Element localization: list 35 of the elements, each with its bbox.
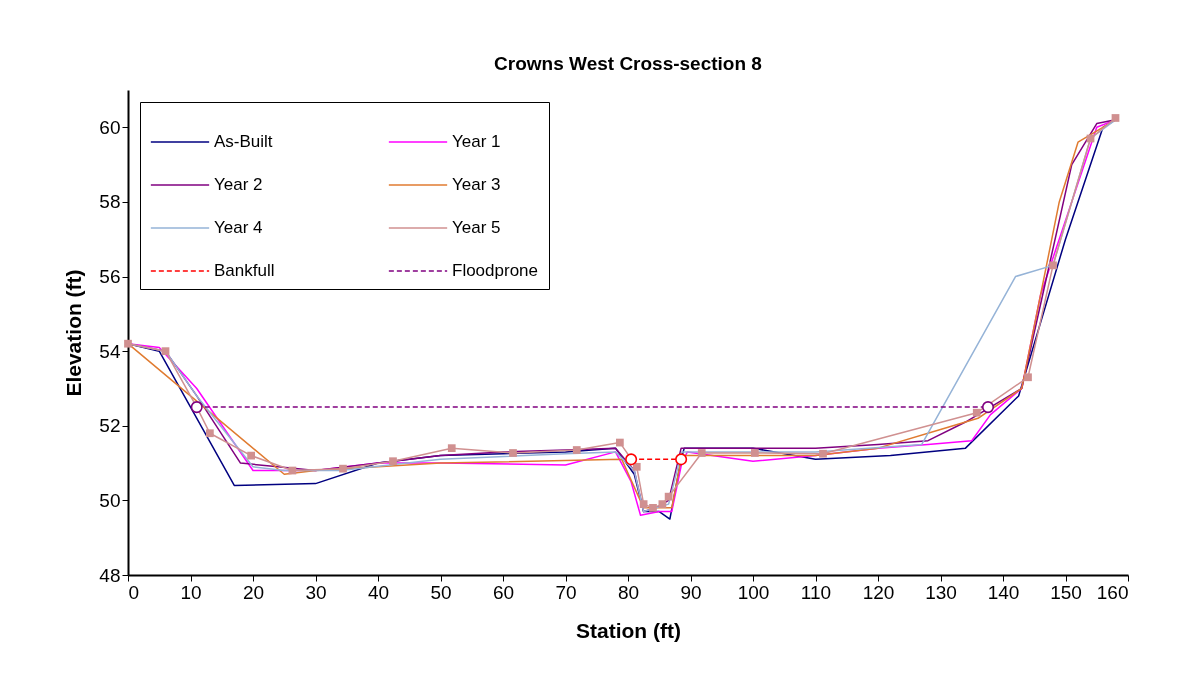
x-tick-label: 10 xyxy=(180,581,202,603)
x-tick-label: 90 xyxy=(680,581,702,603)
x-tick-label: 30 xyxy=(305,581,327,603)
y-tick-label: 56 xyxy=(99,266,121,288)
y-tick-label: 58 xyxy=(99,191,121,213)
x-tick-label: 80 xyxy=(617,581,640,603)
y-axis-title: Elevation (ft) xyxy=(62,269,86,397)
y-tick-label: 48 xyxy=(99,564,121,586)
legend-label: As-Built xyxy=(214,132,273,151)
x-tick-label: 50 xyxy=(430,581,452,603)
x-tick-label: 130 xyxy=(925,581,957,603)
x-tick-label: 160 xyxy=(1096,581,1129,603)
y-tick-label: 50 xyxy=(99,489,121,511)
x-tick-label: 20 xyxy=(242,581,265,603)
y-tick-label: 52 xyxy=(99,415,121,437)
x-tick-label: 150 xyxy=(1050,581,1082,603)
x-tick-label: 120 xyxy=(862,581,895,603)
x-tick-label: 140 xyxy=(987,581,1020,603)
x-tick-label: 0 xyxy=(128,581,140,603)
x-tick-label: 60 xyxy=(492,581,515,603)
y-tick-label: 54 xyxy=(99,340,121,362)
legend-label: Year 5 xyxy=(452,218,501,237)
x-axis-title: Station (ft) xyxy=(576,618,681,642)
x-tick-label: 100 xyxy=(737,581,770,603)
legend-label: Floodprone xyxy=(452,261,539,280)
legend-label: Year 4 xyxy=(214,218,263,237)
legend-label: Year 2 xyxy=(214,175,263,194)
legend-label: Bankfull xyxy=(214,261,275,280)
y-tick-label: 60 xyxy=(99,116,121,138)
x-tick-label: 70 xyxy=(555,581,577,603)
legend-label: Year 1 xyxy=(452,132,501,151)
legend-label: Year 3 xyxy=(452,175,501,194)
x-tick-label: 110 xyxy=(800,581,832,603)
x-tick-label: 40 xyxy=(367,581,390,603)
chart-title: Crowns West Cross-section 8 xyxy=(494,53,762,74)
